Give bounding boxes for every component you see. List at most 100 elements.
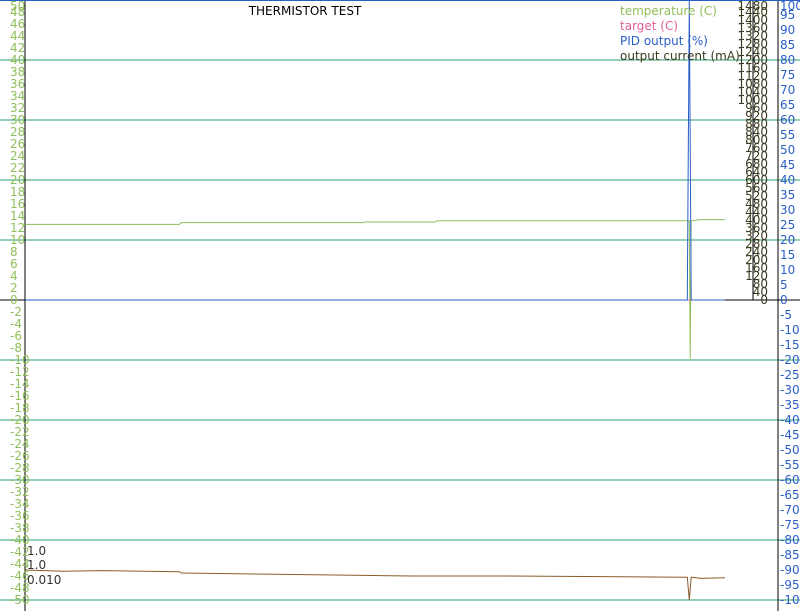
temperature-tick-label: 0 <box>10 293 18 307</box>
current-tick-label: 600 <box>745 173 768 187</box>
temperature-tick-label: -8 <box>10 341 22 355</box>
temperature-tick-label: -50 <box>10 593 30 607</box>
temperature-tick-label: 8 <box>10 245 18 259</box>
pid-tick-label: -80 <box>780 533 800 547</box>
temperature-tick-label: -4 <box>10 317 22 331</box>
pid-tick-label: -25 <box>780 368 800 382</box>
temperature-tick-label: -44 <box>10 557 30 571</box>
pid-tick-label: -10 <box>780 323 800 337</box>
pid-tick-label: 60 <box>780 113 795 127</box>
temperature-tick-label: 32 <box>10 101 25 115</box>
temperature-tick-label: 4 <box>10 269 18 283</box>
current-tick-label: 1480 <box>737 0 768 13</box>
temperature-tick-label: -10 <box>10 353 30 367</box>
annotation-2: 1.0 <box>27 558 46 572</box>
temperature-tick-label: 30 <box>10 113 25 127</box>
current-tick-label: 1440 <box>737 5 768 19</box>
pid-tick-label: 65 <box>780 98 795 112</box>
temperature-tick-label: -18 <box>10 401 30 415</box>
temperature-tick-label: 46 <box>10 17 25 31</box>
current-tick-label: 920 <box>745 109 768 123</box>
temperature-tick-label: 10 <box>10 233 25 247</box>
temperature-tick-label: 16 <box>10 197 25 211</box>
current-tick-label: 560 <box>745 181 768 195</box>
pid-tick-label: -5 <box>780 308 792 322</box>
pid-tick-label: -20 <box>780 353 800 367</box>
current-tick-label: 480 <box>745 197 768 211</box>
current-tick-label: 400 <box>745 213 768 227</box>
temperature-tick-label: -38 <box>10 521 30 535</box>
temperature-tick-label: -28 <box>10 461 30 475</box>
temperature-tick-label: 44 <box>10 29 25 43</box>
pid-tick-label: 40 <box>780 173 795 187</box>
legend-entry: output current (mA) <box>620 49 740 63</box>
temperature-tick-label: -6 <box>10 329 22 343</box>
pid-tick-label: 20 <box>780 233 795 247</box>
current-tick-label: 1080 <box>737 77 768 91</box>
current-tick-label: 720 <box>745 149 768 163</box>
pid-tick-label: -30 <box>780 383 800 397</box>
temperature-tick-label: -46 <box>10 569 30 583</box>
pid-tick-label: -95 <box>780 578 800 592</box>
current-tick-label: 1360 <box>737 21 768 35</box>
chart-series <box>24 0 726 601</box>
current-tick-label: 640 <box>745 165 768 179</box>
series-line-0 <box>25 219 725 359</box>
current-tick-label: 840 <box>745 125 768 139</box>
current-tick-label: 320 <box>745 229 768 243</box>
pid-tick-label: 55 <box>780 128 795 142</box>
pid-tick-label: -100 <box>780 593 800 607</box>
temperature-tick-label: 34 <box>10 89 25 103</box>
temperature-tick-label: -34 <box>10 497 30 511</box>
current-tick-label: 0 <box>760 293 768 307</box>
temperature-tick-label: -32 <box>10 485 30 499</box>
pid-tick-label: 0 <box>780 293 788 307</box>
legend-entry: PID output (%) <box>620 34 708 48</box>
temperature-tick-label: -42 <box>10 545 30 559</box>
temperature-tick-label: -24 <box>10 437 30 451</box>
annotation-3: 0.010 <box>27 573 61 587</box>
current-tick-label: 1240 <box>737 45 768 59</box>
pid-tick-label: -75 <box>780 518 800 532</box>
temperature-tick-label: 12 <box>10 221 25 235</box>
temperature-tick-label: 38 <box>10 65 25 79</box>
temperature-tick-label: 2 <box>10 281 18 295</box>
pid-tick-label: -50 <box>780 443 800 457</box>
temperature-tick-label: 20 <box>10 173 25 187</box>
pid-tick-label: 75 <box>780 68 795 82</box>
chart-legend: temperature (C)target (C)PID output (%)o… <box>620 4 740 63</box>
pid-tick-label: -15 <box>780 338 800 352</box>
pid-tick-label: 70 <box>780 83 795 97</box>
temperature-tick-label: -14 <box>10 377 30 391</box>
temperature-tick-label: -30 <box>10 473 30 487</box>
temperature-tick-label: 24 <box>10 149 25 163</box>
temperature-tick-label: 22 <box>10 161 25 175</box>
temperature-tick-label: 26 <box>10 137 25 151</box>
pid-tick-label: 50 <box>780 143 795 157</box>
pid-tick-label: -60 <box>780 473 800 487</box>
current-tick-label: 1040 <box>737 85 768 99</box>
current-tick-label: 440 <box>745 205 768 219</box>
series-line-3 <box>24 569 726 601</box>
temperature-tick-label: -26 <box>10 449 30 463</box>
pid-tick-label: 10 <box>780 263 795 277</box>
annotation-1: 1.0 <box>27 544 46 558</box>
current-tick-label: 760 <box>745 141 768 155</box>
temperature-tick-label: 36 <box>10 77 25 91</box>
temperature-tick-label: 6 <box>10 257 18 271</box>
temperature-tick-label: 18 <box>10 185 25 199</box>
temperature-tick-label: -20 <box>10 413 30 427</box>
current-tick-label: 800 <box>745 133 768 147</box>
temperature-tick-label: 50 <box>10 0 25 13</box>
pid-tick-label: 95 <box>780 8 795 22</box>
current-axis-ticks: 1480144014001360132012801240120011601120… <box>737 0 768 307</box>
temperature-tick-label: -40 <box>10 533 30 547</box>
pid-axis-ticks: 1009590858075706560555045403530252015105… <box>780 0 800 607</box>
temperature-tick-label: -16 <box>10 389 30 403</box>
current-tick-label: 200 <box>745 253 768 267</box>
temperature-tick-label: -36 <box>10 509 30 523</box>
current-tick-label: 160 <box>745 261 768 275</box>
temperature-tick-label: -48 <box>10 581 30 595</box>
